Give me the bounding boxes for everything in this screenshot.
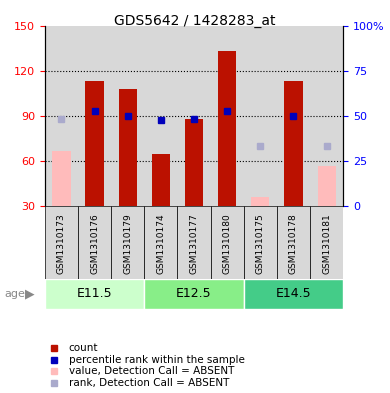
Text: count: count	[69, 343, 98, 353]
Bar	[277, 206, 310, 279]
Bar	[78, 206, 111, 279]
Bar	[45, 26, 78, 206]
Text: E12.5: E12.5	[176, 287, 212, 300]
Bar	[177, 206, 211, 279]
Text: GSM1310179: GSM1310179	[123, 214, 132, 274]
Text: GSM1310173: GSM1310173	[57, 214, 66, 274]
Bar	[144, 279, 244, 309]
Bar	[218, 51, 236, 206]
Bar	[310, 26, 343, 206]
Text: GSM1310181: GSM1310181	[322, 214, 331, 274]
Bar	[251, 197, 269, 206]
Bar	[177, 26, 211, 206]
Bar	[111, 206, 144, 279]
Bar	[211, 206, 244, 279]
Bar	[244, 26, 277, 206]
Bar	[119, 89, 137, 206]
Bar	[244, 206, 277, 279]
Bar	[52, 151, 71, 206]
Bar	[211, 26, 244, 206]
Bar	[45, 206, 78, 279]
Bar	[144, 26, 177, 206]
Bar	[111, 26, 144, 206]
Bar	[244, 279, 343, 309]
Bar	[277, 26, 310, 206]
Text: GSM1310180: GSM1310180	[223, 214, 232, 274]
Bar	[284, 81, 303, 206]
Text: E11.5: E11.5	[77, 287, 112, 300]
Bar	[85, 81, 104, 206]
Text: GSM1310176: GSM1310176	[90, 214, 99, 274]
Text: rank, Detection Call = ABSENT: rank, Detection Call = ABSENT	[69, 378, 229, 388]
Text: GDS5642 / 1428283_at: GDS5642 / 1428283_at	[114, 14, 276, 28]
Bar	[45, 279, 144, 309]
Text: ▶: ▶	[25, 287, 35, 300]
Text: GSM1310174: GSM1310174	[156, 214, 165, 274]
Bar	[185, 119, 203, 206]
Text: GSM1310175: GSM1310175	[256, 214, 265, 274]
Text: E14.5: E14.5	[276, 287, 311, 300]
Bar	[317, 165, 336, 206]
Text: value, Detection Call = ABSENT: value, Detection Call = ABSENT	[69, 366, 234, 376]
Text: age: age	[4, 289, 25, 299]
Bar	[78, 26, 111, 206]
Text: GSM1310177: GSM1310177	[190, 214, 199, 274]
Text: GSM1310178: GSM1310178	[289, 214, 298, 274]
Bar	[144, 206, 177, 279]
Text: percentile rank within the sample: percentile rank within the sample	[69, 354, 245, 365]
Bar	[310, 206, 343, 279]
Bar	[152, 154, 170, 206]
